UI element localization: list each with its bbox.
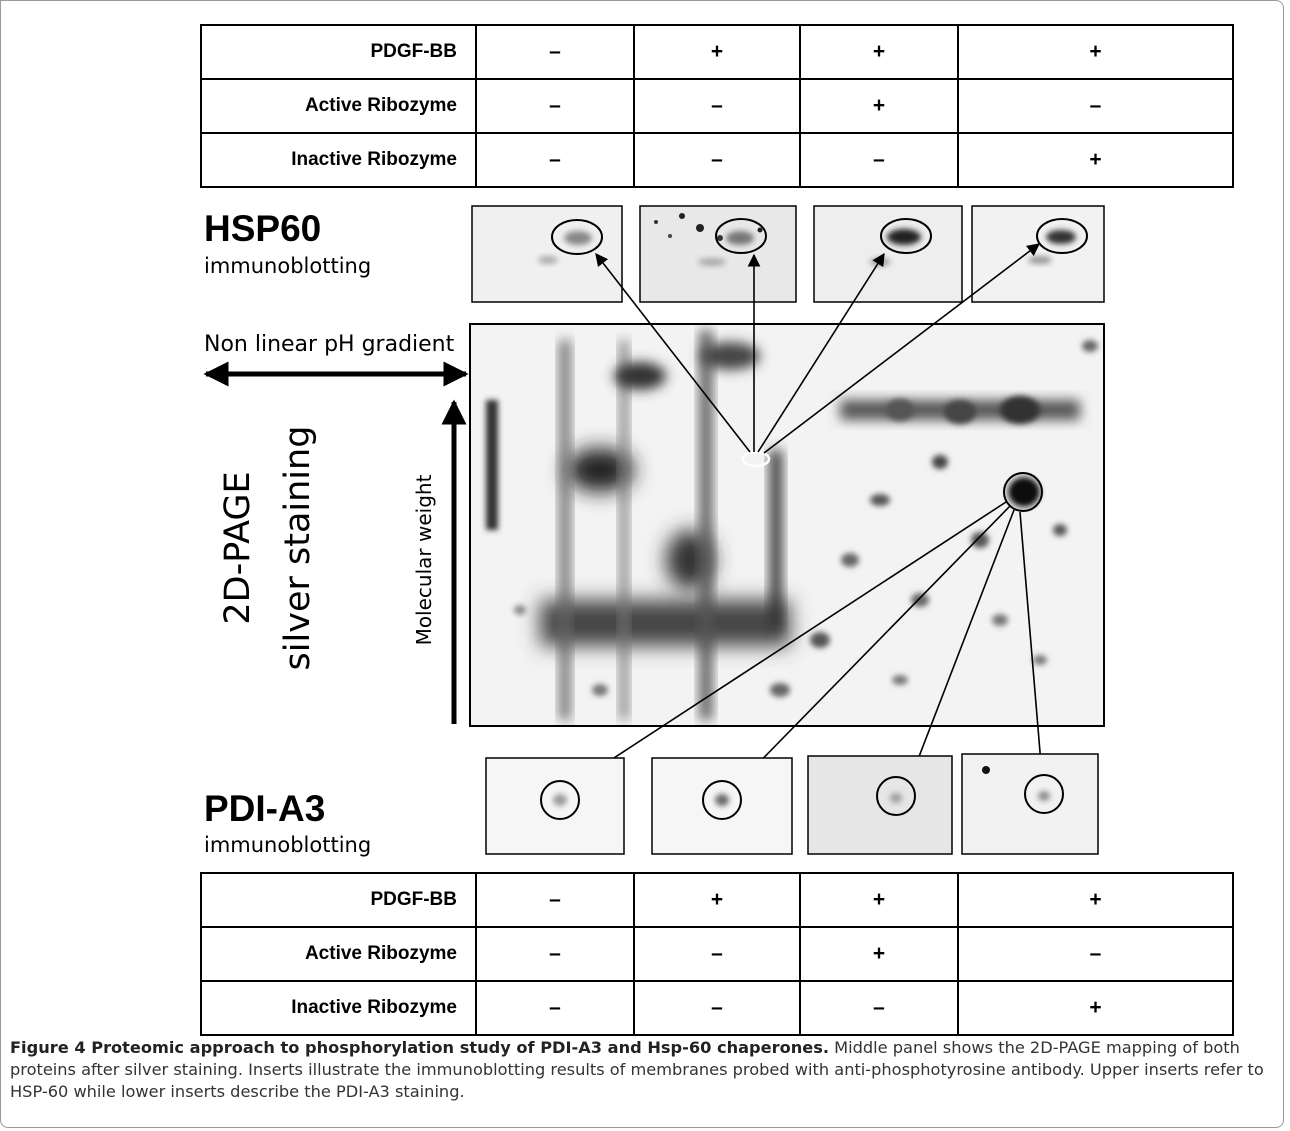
hsp60-title: HSP60 [204,208,322,249]
pdia3-title: PDI-A3 [204,788,326,829]
cell: + [957,132,1234,188]
hsp60-subtitle: immunoblotting [204,254,372,278]
cell: – [633,78,801,134]
cell: + [799,78,959,134]
cell: – [633,980,801,1036]
row-label-inactive-ribozyme: Inactive Ribozyme [200,980,477,1036]
cell: – [475,132,635,188]
table-row: Inactive Ribozyme – – – + [200,132,1234,188]
cell: – [475,980,635,1036]
cell: + [633,24,801,80]
cell: + [957,24,1234,80]
gel-image [469,323,1105,727]
table-row: PDGF-BB – + + + [200,24,1234,80]
hsp60-inset-4 [971,205,1105,303]
cell: – [957,78,1234,134]
cell: – [475,872,635,928]
row-label-pdgf: PDGF-BB [200,872,477,928]
caption-title: Figure 4 Proteomic approach to phosphory… [10,1038,829,1057]
hsp60-pointer-arrows [595,243,1041,454]
cell: + [799,24,959,80]
cell: – [799,980,959,1036]
pdia3-inset-1 [485,757,625,855]
row-label-active-ribozyme: Active Ribozyme [200,78,477,134]
pdia3-inset-2 [651,757,793,855]
conditions-table-bottom: PDGF-BB – + + + Active Ribozyme – – + – … [200,872,1234,1036]
cell: + [957,872,1234,928]
table-row: Active Ribozyme – – + – [200,78,1234,134]
cell: – [957,926,1234,982]
table-row: PDGF-BB – + + + [200,872,1234,928]
cell: – [633,132,801,188]
table-row: Inactive Ribozyme – – – + [200,980,1234,1036]
pdia3-inset-4 [961,753,1099,855]
hsp60-inset-1 [471,205,623,303]
hsp60-inset-2 [639,205,797,303]
cell: + [799,926,959,982]
cell: + [799,872,959,928]
cell: – [799,132,959,188]
cell: – [475,24,635,80]
cell: – [475,78,635,134]
row-label-pdgf: PDGF-BB [200,24,477,80]
cell: + [633,872,801,928]
pdia3-inset-3 [807,755,953,855]
row-label-active-ribozyme: Active Ribozyme [200,926,477,982]
ph-gradient-label: Non linear pH gradient [204,332,455,357]
cell: + [957,980,1234,1036]
conditions-table-top: PDGF-BB – + + + Active Ribozyme – – + – … [200,24,1234,188]
cell: – [633,926,801,982]
cell: – [475,926,635,982]
hsp60-inset-3 [813,205,963,303]
table-row: Active Ribozyme – – + – [200,926,1234,982]
pdia3-subtitle: immunoblotting [204,833,372,857]
row-label-inactive-ribozyme: Inactive Ribozyme [200,132,477,188]
figure-caption: Figure 4 Proteomic approach to phosphory… [10,1037,1276,1103]
pdia3-pointer-arrows [572,501,1048,785]
caption-text: Middle panel shows the 2D-PAGE mapping o… [10,1038,1264,1101]
